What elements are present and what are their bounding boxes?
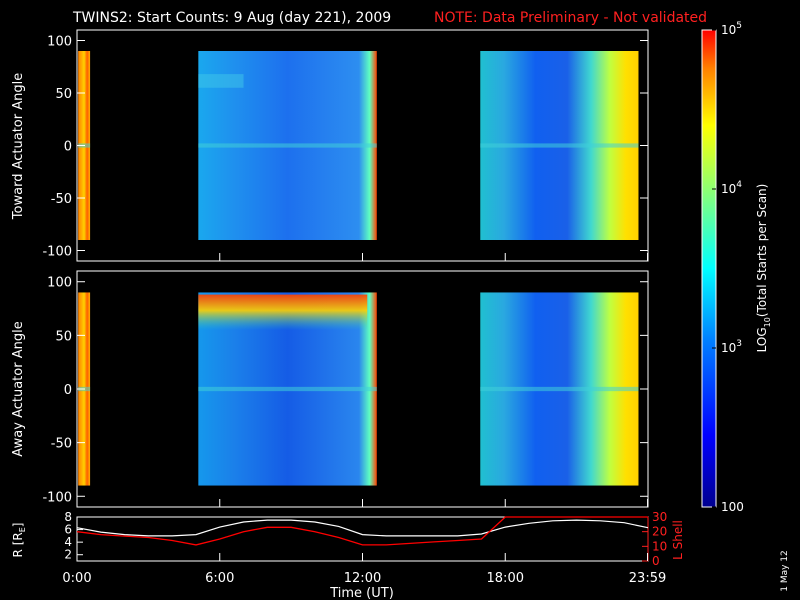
toward-y-label: Toward Actuator Angle [11, 73, 26, 220]
lshell-tick-label: 20 [652, 525, 667, 539]
y-tick-label: 100 [47, 35, 72, 50]
x-tick-label: 6:00 [205, 571, 234, 586]
heatmap-zero-streak [198, 143, 377, 148]
x-tick-label: 12:00 [344, 571, 381, 586]
heatmap-zero-streak [480, 386, 639, 392]
lshell-tick-label: 10 [652, 539, 667, 553]
colorbar-tick-label: 104 [721, 180, 742, 196]
heatmap-zero-streak [198, 386, 377, 392]
y-tick-label: 50 [55, 87, 72, 102]
heatmap-high-band [198, 294, 368, 330]
colorbar-ticks: 100 103 104 105 [712, 21, 744, 514]
colorbar-tick-label: 105 [721, 21, 742, 37]
away-y-axis: -100 -50 0 50 100 [42, 276, 648, 505]
lshell-tick-label: 0 [652, 554, 660, 568]
y-tick-label: 0 [64, 383, 72, 398]
lshell-tick-label: 30 [652, 510, 667, 524]
time-axis-label: Time (UT) [329, 586, 394, 600]
colorbar-tick-label: 103 [721, 339, 742, 355]
x-tick-label: 0:00 [62, 571, 91, 586]
heatmap-zero-streak [480, 143, 639, 148]
x-tick-label: 23:59 [629, 571, 666, 586]
radius-tick-label: 6 [64, 523, 72, 537]
y-tick-label: 50 [55, 329, 72, 344]
preliminary-note: NOTE: Data Preliminary - Not validated [434, 10, 707, 26]
time-x-axis: 0:00 6:00 12:00 18:00 23:59 [62, 253, 666, 586]
heatmap-high-band [198, 74, 244, 88]
y-tick-label: -100 [42, 245, 72, 260]
x-tick-label: 18:00 [487, 571, 524, 586]
colorbar-label: LOG10(Total Starts per Scan) [755, 184, 772, 353]
y-tick-label: 0 [64, 140, 72, 155]
y-tick-label: -50 [51, 192, 72, 207]
date-stamp: 1 May 12 [780, 550, 790, 592]
toward-heatmap [78, 51, 639, 240]
away-heatmap [78, 292, 639, 486]
lshell-axis-label: L Shell [671, 520, 685, 560]
radius-tick-label: 2 [64, 548, 72, 562]
radius-axis-label: R [RE] [11, 523, 27, 558]
y-tick-label: 100 [47, 276, 72, 291]
radius-tick-label: 8 [64, 510, 72, 524]
chart-title: TWINS2: Start Counts: 9 Aug (day 221), 2… [72, 10, 391, 26]
lshell-line [76, 516, 648, 546]
y-tick-label: -100 [42, 490, 72, 505]
radius-line [76, 519, 649, 537]
radius-tick-label: 4 [64, 535, 72, 549]
away-y-label: Away Actuator Angle [11, 321, 26, 456]
colorbar [701, 29, 717, 508]
toward-y-axis: -100 -50 0 50 100 [42, 35, 648, 260]
colorbar-tick-label: 100 [721, 500, 744, 514]
y-tick-label: -50 [51, 437, 72, 452]
